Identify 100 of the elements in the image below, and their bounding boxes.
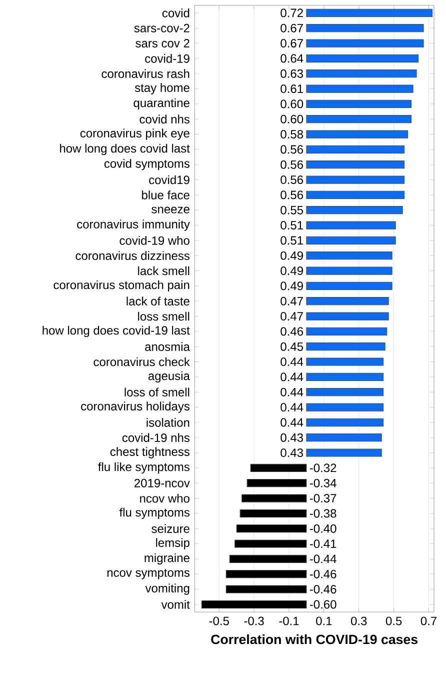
y-tick-label: covid nhs [140, 114, 190, 124]
bar [306, 266, 392, 275]
bar [306, 448, 382, 457]
y-tick-label: covid [162, 8, 190, 18]
bar [306, 297, 389, 306]
y-tick-label: coronavirus check [94, 357, 190, 366]
bar [306, 434, 382, 442]
y-tick-label: chest tightness [110, 447, 190, 458]
data-label: 0.60 [280, 100, 304, 108]
y-tick-label: quarantine [134, 98, 190, 110]
y-tick-label: ncov who [140, 494, 190, 503]
data-label: -0.37 [310, 494, 336, 503]
data-label: -0.46 [310, 570, 336, 578]
data-label: 0.64 [280, 54, 304, 63]
bar [306, 24, 424, 32]
bar [306, 115, 412, 124]
x-tick-label: -0.3 [244, 616, 264, 626]
bar [306, 8, 433, 17]
data-label: 0.44 [280, 372, 304, 382]
data-label: 0.49 [280, 282, 303, 290]
bar [306, 190, 405, 199]
x-tick-label: 0.1 [316, 616, 332, 626]
x-tick-label: 0.7 [420, 616, 436, 626]
y-tick-label: covid-19 who [120, 236, 190, 245]
data-label: 0.47 [280, 296, 303, 306]
y-tick-label: anosmia [145, 342, 190, 352]
y-tick-label: stay home [134, 83, 190, 94]
data-label: 0.63 [280, 69, 304, 78]
data-label: 0.60 [280, 114, 304, 124]
data-label: 0.67 [280, 39, 303, 48]
data-label: 0.43 [280, 448, 304, 458]
data-label: -0.46 [310, 584, 336, 594]
y-tick-label: loss of smell [124, 388, 190, 397]
y-tick-label: ncov symptoms [107, 568, 190, 580]
bar [306, 418, 384, 426]
y-tick-label: vomit [161, 600, 190, 609]
bar [306, 312, 389, 320]
data-label: 0.67 [280, 24, 303, 32]
y-tick-label: coronavirus immunity [77, 220, 190, 231]
y-tick-label: seizure [152, 524, 190, 533]
bar [306, 282, 392, 290]
bar [306, 54, 419, 62]
bar [306, 160, 405, 169]
y-tick-label: how long does covid last [60, 144, 190, 156]
y-tick-label: covid19 [149, 175, 190, 184]
x-tick-label: 0.5 [386, 616, 402, 626]
bar [306, 403, 384, 412]
bar [306, 221, 396, 230]
data-label: 0.72 [280, 8, 303, 18]
y-tick-label: covid-19 [145, 54, 190, 63]
data-label: 0.56 [280, 190, 304, 200]
data-label: 0.44 [280, 403, 304, 412]
bar [234, 540, 307, 548]
bar [306, 342, 386, 351]
bar [240, 509, 307, 518]
y-tick-label: sneeze [152, 206, 190, 214]
y-tick-label: coronavirus pink eye [80, 128, 190, 140]
bar [306, 70, 417, 78]
x-axis-title: Correlation with COVID-19 cases [211, 634, 418, 644]
y-tick-label: lack of taste [126, 296, 190, 306]
bar [226, 585, 307, 594]
y-tick-label: sars cov 2 [136, 39, 190, 48]
y-tick-label: coronavirus holidays [81, 402, 190, 413]
x-tick-label: -0.5 [209, 616, 229, 626]
y-tick-label: sars-cov-2 [134, 24, 190, 32]
data-label: 0.56 [280, 160, 304, 169]
y-tick-label: covid symptoms [104, 158, 190, 170]
y-tick-label: coronavirus dizziness [76, 251, 190, 260]
bar [242, 494, 307, 502]
data-label: -0.32 [310, 464, 336, 472]
data-label: -0.34 [310, 478, 336, 488]
x-tick-label: -0.1 [279, 616, 299, 626]
data-label: 0.56 [280, 176, 304, 184]
bar [226, 570, 307, 578]
data-label: 0.43 [280, 433, 304, 442]
data-label: 0.55 [280, 206, 304, 214]
y-tick-label: flu like symptoms [98, 462, 190, 474]
y-tick-label: lack smell [138, 266, 190, 276]
data-label: -0.38 [310, 509, 336, 518]
bar [236, 524, 307, 533]
data-label: 0.51 [280, 236, 303, 245]
bar [250, 464, 307, 472]
bar [306, 388, 384, 396]
bar [306, 252, 392, 260]
data-label: 0.58 [280, 130, 304, 139]
bar [306, 130, 408, 138]
data-label: 0.49 [280, 251, 303, 260]
data-label: -0.44 [310, 554, 336, 564]
data-label: 0.47 [280, 312, 303, 321]
data-label: 0.61 [280, 84, 303, 94]
y-tick-label: lemsip [156, 538, 190, 550]
data-label: -0.60 [310, 600, 336, 609]
bar [229, 554, 307, 563]
data-label: 0.44 [280, 418, 304, 427]
data-label: 0.44 [280, 388, 304, 396]
bar [306, 100, 412, 108]
y-tick-label: how long does covid-19 last [42, 326, 190, 338]
data-label: 0.51 [280, 221, 303, 230]
y-tick-label: 2019-ncov [134, 478, 190, 488]
data-label: 0.45 [280, 342, 304, 351]
